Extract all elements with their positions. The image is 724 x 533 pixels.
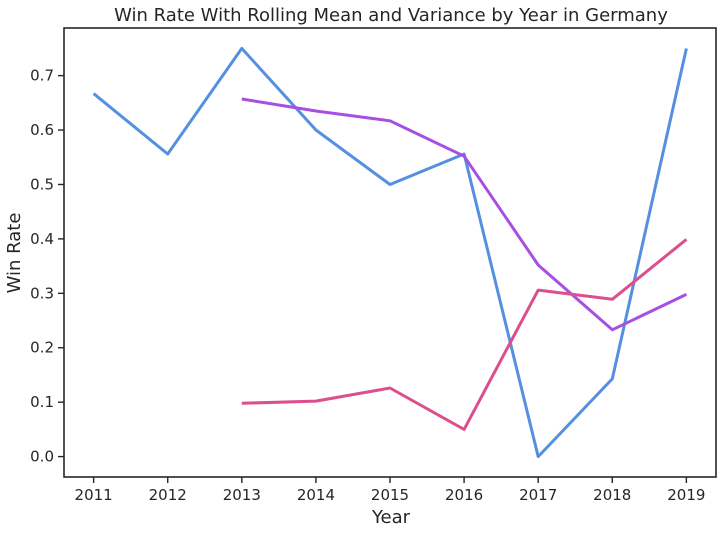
x-tick-label: 2013 xyxy=(223,486,261,504)
y-tick-label: 0.4 xyxy=(30,230,54,248)
x-tick-label: 2012 xyxy=(149,486,187,504)
y-tick-label: 0.3 xyxy=(30,284,54,302)
x-tick-label: 2014 xyxy=(297,486,335,504)
x-axis-label: Year xyxy=(371,507,411,528)
x-tick-label: 2018 xyxy=(593,486,631,504)
series-line-3 xyxy=(241,238,688,431)
y-tick-label: 0.1 xyxy=(30,393,54,411)
y-tick-label: 0.5 xyxy=(30,175,54,193)
x-tick-label: 2011 xyxy=(75,486,113,504)
y-tick-label: 0.0 xyxy=(30,448,54,466)
y-axis: 0.0 0.1 0.2 0.3 0.4 0.5 0.6 0.7 xyxy=(30,67,64,466)
y-tick-label: 0.6 xyxy=(30,121,54,139)
x-tick-label: 2015 xyxy=(371,486,409,504)
series-line-2 xyxy=(241,97,688,332)
x-tick-label: 2016 xyxy=(445,486,483,504)
x-axis: 2011 2012 2013 2014 2015 2016 2017 2018 2019 xyxy=(75,477,705,504)
plot-area xyxy=(92,46,688,459)
chart-title: Win Rate With Rolling Mean and Variance … xyxy=(114,5,668,26)
series-line-1 xyxy=(92,46,688,459)
plot-frame xyxy=(63,27,717,478)
y-tick-label: 0.7 xyxy=(30,67,54,85)
y-tick-label: 0.2 xyxy=(30,339,54,357)
x-tick-label: 2019 xyxy=(667,486,705,504)
y-axis-label: Win Rate xyxy=(4,213,25,294)
x-tick-label: 2017 xyxy=(519,486,557,504)
